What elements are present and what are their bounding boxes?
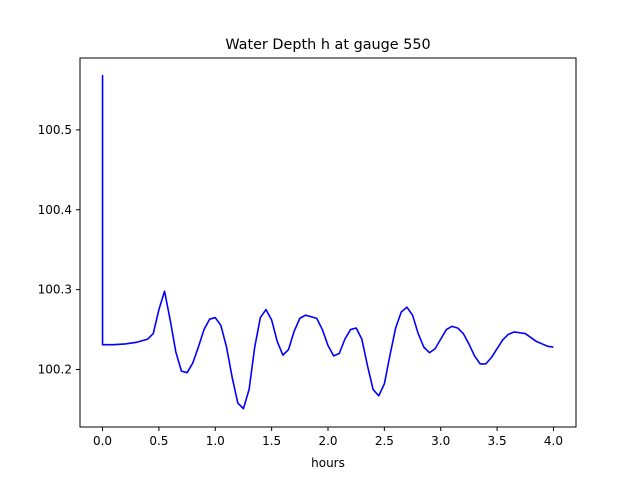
y-tick-label: 100.4 [38,203,72,217]
plot-frame [79,57,577,428]
y-tick-label: 100.2 [38,362,72,376]
series-line [101,74,554,410]
x-tick-label: 1.5 [262,434,281,448]
x-axis: 0.0 0.5 1.0 1.5 2.0 2.5 3.0 3.5 4.0 [93,427,563,448]
x-tick-label: 1.0 [206,434,225,448]
x-tick-label: 3.0 [431,434,450,448]
x-tick-label: 2.5 [375,434,394,448]
series-layer [101,74,554,410]
x-tick-label: 3.5 [488,434,507,448]
y-tick-label: 100.3 [38,283,72,297]
x-tick-label: 0.5 [149,434,168,448]
y-tick-label: 100.5 [38,123,72,137]
x-tick-label: 2.0 [318,434,337,448]
x-axis-label: hours [311,456,345,470]
x-tick-label: 0.0 [93,434,112,448]
x-tick-label: 4.0 [544,434,563,448]
chart-title: Water Depth h at gauge 550 [225,37,430,53]
y-axis: 100.2 100.3 100.4 100.5 [38,123,80,376]
